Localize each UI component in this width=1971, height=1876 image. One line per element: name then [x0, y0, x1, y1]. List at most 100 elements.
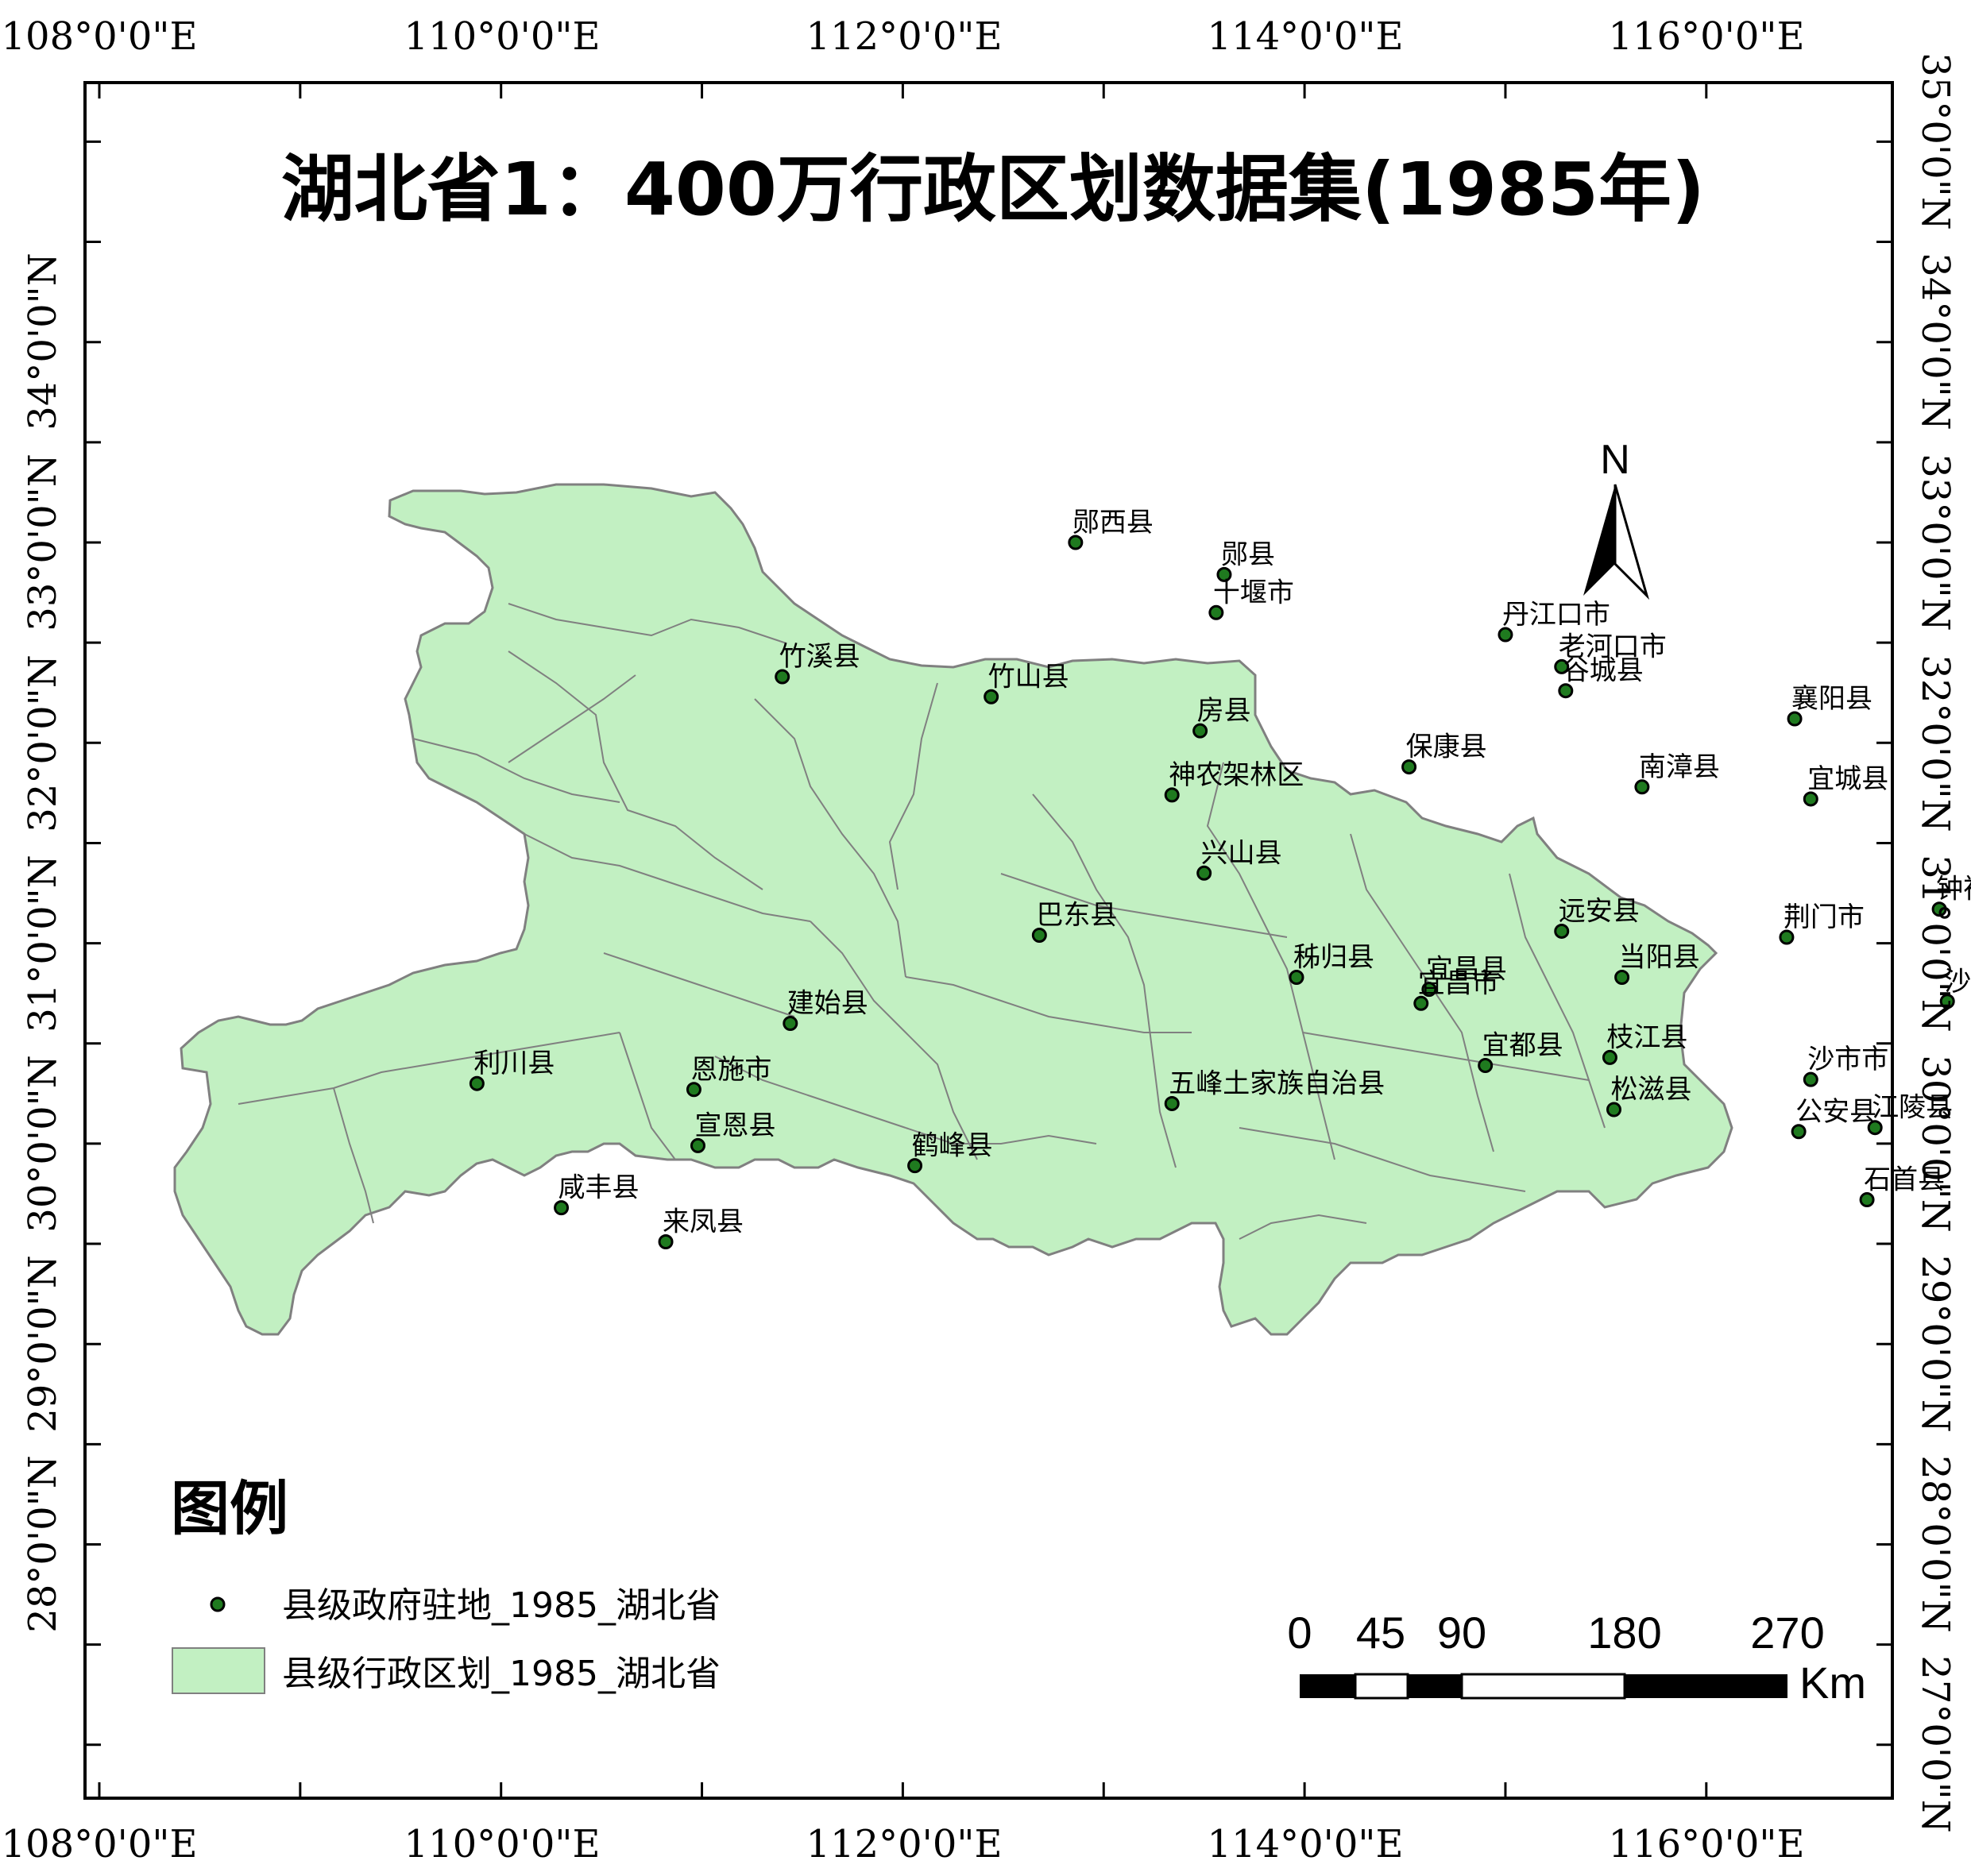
north-letter: N — [1600, 437, 1630, 483]
county-label: 秭归县 — [1293, 941, 1374, 973]
hubei-province-polygon — [173, 483, 1733, 1336]
county-seat-point — [1031, 928, 1047, 944]
north-arrow: N — [1583, 437, 1650, 600]
top-lon-label: 110°0'0"E — [404, 14, 600, 59]
county-seat-point — [1558, 683, 1574, 699]
county-label: 宣恩县 — [694, 1110, 775, 1141]
county-label: 老河口市 — [1559, 631, 1667, 662]
county-label: 五峰土家族自治县 — [1169, 1067, 1385, 1099]
county-label: 宜昌市 — [1418, 967, 1499, 999]
county-seat-point — [1939, 994, 1955, 1009]
county-boundaries — [238, 603, 1606, 1240]
bottom-lon-label: 110°0'0"E — [404, 1822, 600, 1866]
right-lat-label: 33°0'0"N — [1913, 454, 1957, 631]
county-seat-point — [1614, 969, 1630, 985]
top-lon-label: 114°0'0"E — [1207, 14, 1403, 59]
county-seat-point — [1634, 779, 1650, 795]
county-seat-point — [984, 689, 999, 704]
scale-unit: Km — [1799, 1658, 1866, 1708]
scale-label: 90 — [1437, 1608, 1486, 1658]
right-lat-label: 27°0'0"N — [1913, 1655, 1957, 1832]
county-seat-point — [1164, 1095, 1180, 1111]
axis-labels-right: 35°0'0"N 34°0'0"N 33°0'0"N 32°0'0"N 31°0… — [1913, 52, 1957, 1832]
county-seat-point — [686, 1082, 701, 1098]
left-lat-label: 30°0'0"N — [21, 1055, 65, 1232]
bottom-lon-label: 116°0'0"E — [1608, 1822, 1804, 1866]
county-label: 枝江县 — [1606, 1021, 1687, 1053]
county-seat-point — [1289, 969, 1304, 985]
county-label: 石首县 — [1864, 1164, 1945, 1196]
county-seat-point — [1554, 923, 1570, 939]
left-lat-label: 33°0'0"N — [21, 454, 65, 631]
county-label: 丹江口市 — [1502, 599, 1610, 631]
north-arrow-icon — [1583, 484, 1650, 600]
scale-bar: 0 45 90 180 270 Km — [1287, 1608, 1866, 1708]
county-seat-point — [1208, 604, 1224, 620]
county-label: 谷城县 — [1563, 655, 1644, 687]
county-label: 房县 — [1197, 695, 1251, 727]
county-seat-point — [1196, 865, 1212, 881]
left-lat-label: 32°0'0"N — [21, 654, 65, 832]
scale-label: 270 — [1750, 1608, 1824, 1658]
county-seat-point — [1192, 723, 1208, 739]
county-labels: 郧西县郧县十堰市丹江口市竹溪县竹山县谷城县老河口市房县襄阳县枣阳县保康县神农架林… — [473, 507, 1971, 1238]
county-seat-point — [775, 669, 790, 685]
right-lat-label: 29°0'0"N — [1913, 1255, 1957, 1432]
top-lon-label: 108°0'0"E — [1, 14, 197, 59]
county-label: 巴东县 — [1036, 900, 1117, 932]
county-seat-point — [1803, 791, 1818, 807]
map-title: 湖北省1：400万行政区划数据集(1985年) — [281, 147, 1705, 232]
county-label: 远安县 — [1559, 895, 1640, 927]
graticule-ticks — [85, 83, 1892, 1798]
map-frame — [83, 81, 1894, 1800]
county-label: 宜都县 — [1482, 1030, 1563, 1062]
top-lon-label: 116°0'0"E — [1608, 14, 1804, 59]
county-seat-point — [783, 1016, 798, 1032]
province-polygon-layer — [173, 483, 1733, 1336]
bottom-lon-label: 114°0'0"E — [1207, 1822, 1403, 1866]
county-seat-point — [1803, 1071, 1818, 1087]
axis-labels-bottom: 108°0'0"E 110°0'0"E 112°0'0"E 114°0'0"E … — [1, 1822, 1804, 1866]
right-lat-label: 30°0'0"N — [1913, 1055, 1957, 1232]
county-label: 利川县 — [473, 1048, 555, 1079]
right-lat-label: 31°0'0"N — [1913, 855, 1957, 1032]
legend-title: 图例 — [171, 1475, 288, 1543]
county-seat-point — [1068, 535, 1084, 550]
county-seat-point — [1164, 787, 1180, 803]
axis-labels-top: 108°0'0"E 110°0'0"E 112°0'0"E 114°0'0"E … — [1, 14, 1804, 59]
county-label: 襄阳县 — [1791, 683, 1872, 715]
legend-point-label: 县级政府驻地_1985_湖北省 — [282, 1585, 721, 1626]
right-lat-label: 34°0'0"N — [1913, 253, 1957, 430]
county-label: 咸丰县 — [558, 1172, 640, 1204]
county-label: 兴山县 — [1201, 837, 1282, 869]
county-label: 鹤峰县 — [912, 1130, 993, 1162]
county-label: 松滋县 — [1610, 1074, 1691, 1106]
county-label: 当阳县 — [1619, 941, 1700, 973]
county-seat-point — [1216, 566, 1232, 582]
county-seat-point — [1931, 901, 1947, 917]
county-seat-point — [1478, 1058, 1494, 1074]
county-seat-point — [1498, 627, 1513, 643]
county-label: 沙市市 — [1807, 1044, 1888, 1075]
county-label: 钟祥县 — [1936, 874, 1971, 905]
legend: 图例 县级政府驻地_1985_湖北省 县级行政区划_1985_湖北省 — [171, 1475, 721, 1694]
scale-label: 45 — [1356, 1608, 1405, 1658]
county-seat-point — [1401, 759, 1417, 775]
left-lat-label: 31°0'0"N — [21, 855, 65, 1032]
county-label: 宜昌县 — [1426, 954, 1507, 986]
county-seat-point — [554, 1200, 570, 1216]
county-seat-point — [1606, 1102, 1621, 1117]
county-seat-point — [1859, 1192, 1875, 1208]
county-label: 郧西县 — [1072, 507, 1154, 538]
county-label: 神农架林区 — [1169, 759, 1304, 791]
scale-bar-segments — [1300, 1673, 1787, 1700]
county-label: 荆门市 — [1784, 901, 1865, 933]
county-seat-point — [907, 1158, 923, 1174]
top-lon-label: 112°0'0"E — [806, 14, 1002, 59]
axis-labels-left: 34°0'0"N 33°0'0"N 32°0'0"N 31°0'0"N 30°0… — [21, 253, 65, 1632]
county-label: 江陵县 — [1872, 1092, 1953, 1124]
county-seat-point — [690, 1137, 705, 1153]
county-label: 建始县 — [787, 988, 868, 1020]
county-label: 竹山县 — [988, 661, 1069, 693]
